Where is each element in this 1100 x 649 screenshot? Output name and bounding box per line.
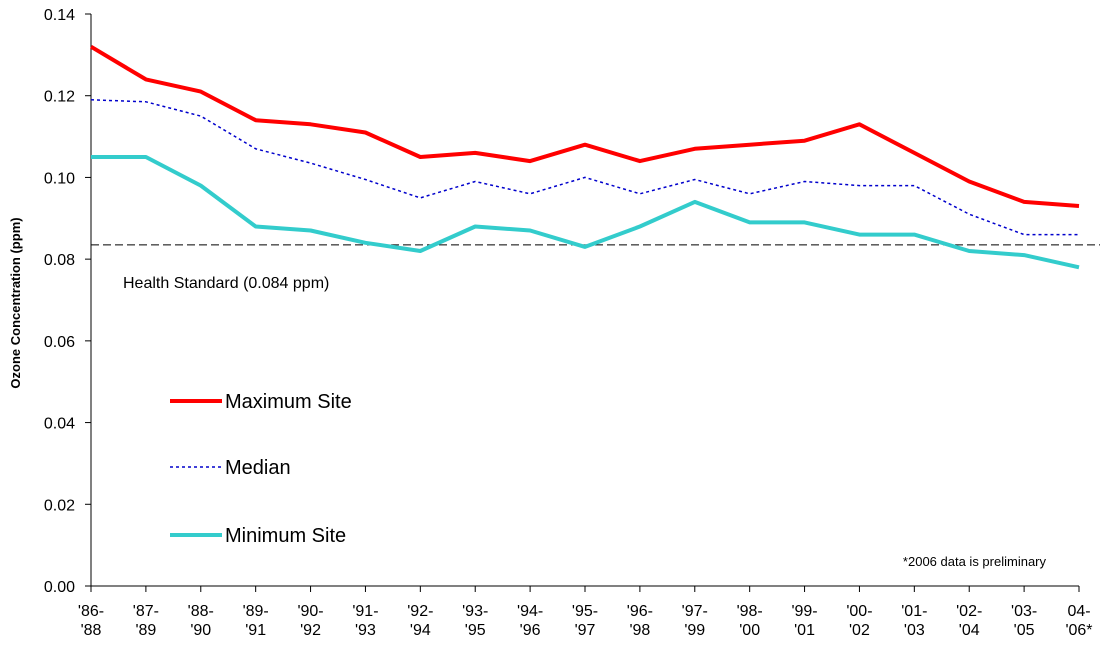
x-tick-label-line1: '93- [462, 603, 488, 620]
x-tick-label-line2: '93 [355, 622, 376, 639]
y-tick-label: 0.14 [44, 7, 75, 24]
x-tick-label-line2: '05 [1014, 622, 1035, 639]
x-tick-label: '87- '89 [133, 603, 159, 639]
x-tick-label-line2: '98 [629, 622, 650, 639]
x-tick-label-line2: '00 [739, 622, 760, 639]
y-tick-label: 0.12 [44, 89, 75, 106]
x-tick-label-line1: '01- [901, 603, 927, 620]
y-tick-label: 0.02 [44, 497, 75, 514]
x-tick-label-line1: '00- [846, 603, 872, 620]
x-tick-label: '00- '02 [846, 603, 872, 639]
x-tick-label-line2: '90 [190, 622, 211, 639]
x-tick-label-line2: '02 [849, 622, 870, 639]
x-tick-label: '02- '04 [956, 603, 982, 639]
x-tick-label: '86- '88 [78, 603, 104, 639]
x-tick-label-line2: '01 [794, 622, 815, 639]
x-tick-label-line2: '99 [684, 622, 705, 639]
x-tick-label: '96- '98 [627, 603, 653, 639]
x-tick-label-line1: '92- [407, 603, 433, 620]
x-tick-label: '99- '01 [791, 603, 817, 639]
x-tick-label-line1: '96- [627, 603, 653, 620]
x-tick-label-line1: '97- [682, 603, 708, 620]
x-tick-label-line1: '86- [78, 603, 104, 620]
x-tick-label-line1: '02- [956, 603, 982, 620]
x-tick-label: '97- '99 [682, 603, 708, 639]
x-tick-label: '90- '92 [297, 603, 323, 639]
x-tick-label-line2: '03 [904, 622, 925, 639]
x-tick-label-line1: '89- [243, 603, 269, 620]
x-tick-label-line1: '03- [1011, 603, 1037, 620]
x-tick-label-line2: '89 [135, 622, 156, 639]
x-tick-label-line2: '04 [959, 622, 980, 639]
x-tick-label-line1: '98- [737, 603, 763, 620]
x-tick-label-line2: '91 [245, 622, 266, 639]
legend: Maximum Site Median Minimum Site [170, 391, 352, 547]
x-tick-label-line1: '88- [188, 603, 214, 620]
legend-label: Median [225, 457, 291, 479]
x-tick-label: '01- '03 [901, 603, 927, 639]
series-line-median [90, 99, 1079, 236]
x-tick-label: '95- '97 [572, 603, 598, 639]
x-tick-label: '93- '95 [462, 603, 488, 639]
x-tick-label-line1: '87- [133, 603, 159, 620]
x-tick-label-line2: '94 [410, 622, 431, 639]
series-line-maximum-site [89, 44, 1080, 208]
x-tick-label-line2: '97 [575, 622, 596, 639]
x-tick-label: '91- '93 [352, 603, 378, 639]
y-tick-label: 0.00 [44, 579, 75, 596]
x-tick-label: '98- '00 [737, 603, 763, 639]
y-tick-label: 0.08 [44, 252, 75, 269]
x-axis: '86-'88'87-'89'88-'90'89-'91'90-'92'91-'… [78, 585, 1093, 639]
x-tick-label-line1: '99- [791, 603, 817, 620]
x-tick-label-line2: '96 [520, 622, 541, 639]
x-tick-label-line2: '92 [300, 622, 321, 639]
series-lines [89, 44, 1080, 270]
x-tick-label-line1: '94- [517, 603, 543, 620]
series-line-minimum-site [91, 155, 1080, 270]
legend-label: Maximum Site [225, 391, 352, 413]
health-standard-label: Health Standard (0.084 ppm) [123, 275, 329, 292]
x-tick-label: '92- '94 [407, 603, 433, 639]
x-tick-label: '89- '91 [243, 603, 269, 639]
x-tick-label-line2: '88 [81, 622, 102, 639]
y-axis: 0.00 0.02 0.04 0.06 0.08 0.10 0.12 0.14 [44, 7, 92, 596]
x-tick-label-line1: '91- [352, 603, 378, 620]
x-tick-label-line2: '95 [465, 622, 486, 639]
x-tick-label-line1: '95- [572, 603, 598, 620]
y-tick-label: 0.10 [44, 170, 75, 187]
x-tick-label-line1: '90- [297, 603, 323, 620]
preliminary-data-footnote: *2006 data is preliminary [903, 554, 1047, 569]
x-tick-label: 04- '06* [1065, 603, 1092, 639]
x-tick-label: '88- '90 [188, 603, 214, 639]
y-tick-label: 0.06 [44, 334, 75, 351]
x-tick-label: '94- '96 [517, 603, 543, 639]
y-tick-label: 0.04 [44, 416, 75, 433]
x-tick-label-line1: 04- [1067, 603, 1090, 620]
x-tick-label: '03- '05 [1011, 603, 1037, 639]
x-tick-label-line2: '06* [1065, 622, 1092, 639]
y-axis-title: Ozone Concentration (ppm) [8, 217, 23, 388]
legend-label: Minimum Site [225, 525, 346, 547]
